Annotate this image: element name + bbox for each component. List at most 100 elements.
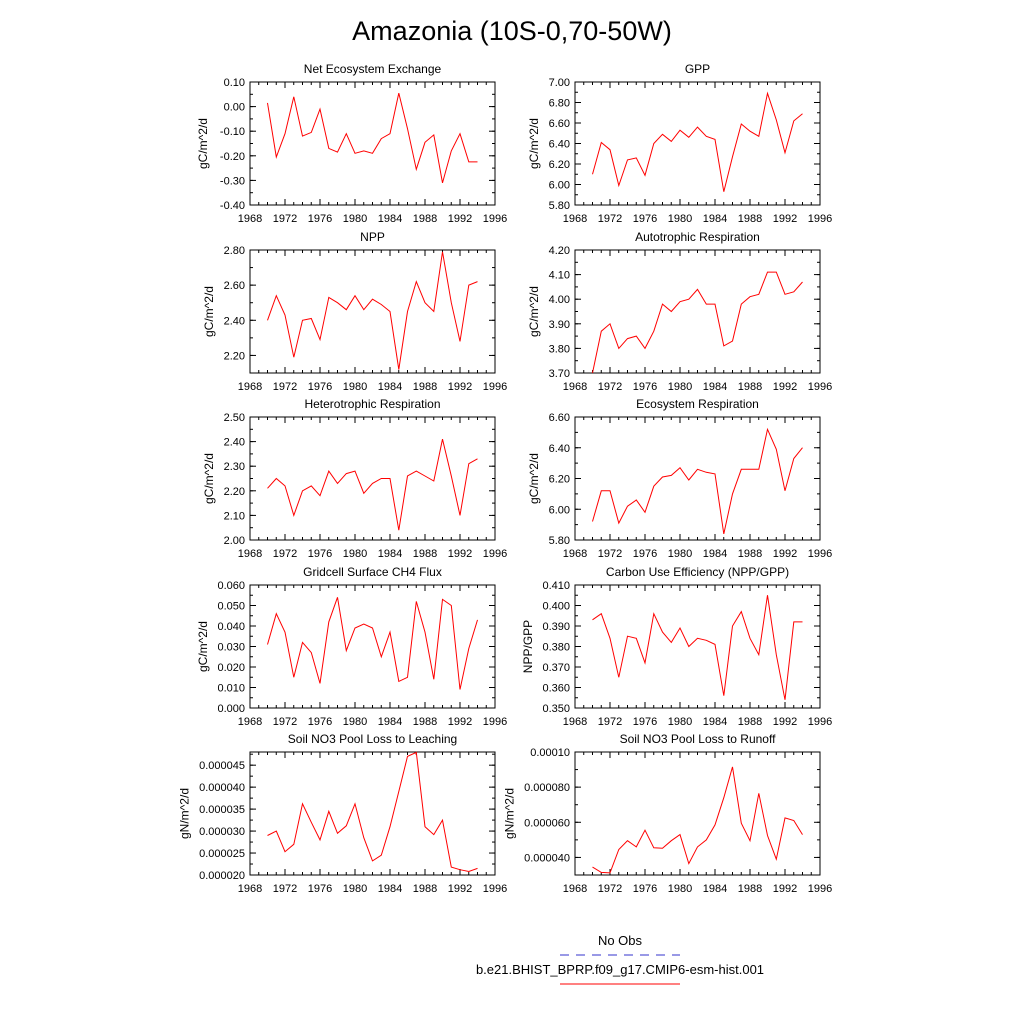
y-tick-label: 2.30 — [224, 461, 245, 473]
y-tick-label: 7.00 — [549, 77, 570, 89]
x-tick-label: 1992 — [448, 213, 472, 225]
y-tick-label: 0.040 — [217, 621, 245, 633]
x-tick-label: 1968 — [563, 213, 587, 225]
y-tick-label: 0.000025 — [199, 848, 245, 860]
y-axis-label: gN/m^2/d — [177, 788, 191, 839]
x-tick-label: 1988 — [413, 548, 437, 560]
y-tick-label: 0.400 — [542, 601, 570, 613]
chart-title: Soil NO3 Pool Loss to Leaching — [288, 732, 457, 746]
x-tick-label: 1980 — [343, 548, 367, 560]
y-axis-label: NPP/GPP — [521, 620, 535, 673]
x-tick-label: 1992 — [773, 213, 797, 225]
x-tick-label: 1988 — [413, 716, 437, 728]
x-tick-label: 1996 — [808, 548, 832, 560]
y-axis-label: gN/m^2/d — [502, 788, 516, 839]
y-tick-label: 2.40 — [224, 315, 245, 327]
y-tick-label: 0.000040 — [524, 852, 570, 864]
figure-title: Amazonia (10S-0,70-50W) — [352, 16, 672, 46]
series-line — [592, 271, 803, 374]
x-tick-label: 1996 — [808, 716, 832, 728]
y-tick-label: 0.020 — [217, 662, 245, 674]
x-tick-label: 1972 — [273, 213, 297, 225]
x-tick-label: 1968 — [563, 381, 587, 393]
x-tick-label: 1996 — [483, 883, 507, 895]
chart-panel-2: GPP 1968 1972 1976 1980 1984 1988 1992 1996 5.80 6… — [527, 62, 832, 225]
y-tick-label: 0.000035 — [199, 804, 245, 816]
y-tick-label: -0.20 — [220, 151, 245, 163]
chart-panel-6: Ecosystem Respiration 1968 1972 1976 1980 198… — [527, 397, 832, 560]
x-tick-label: 1968 — [563, 883, 587, 895]
x-tick-label: 1988 — [738, 381, 762, 393]
x-tick-label: 1972 — [598, 548, 622, 560]
series-line — [267, 438, 478, 531]
plot-frame — [574, 81, 821, 206]
plot-frame — [249, 81, 496, 206]
y-tick-label: 0.00 — [224, 102, 245, 114]
y-tick-label: 4.20 — [549, 245, 570, 257]
x-tick-label: 1976 — [633, 213, 657, 225]
y-tick-label: 6.40 — [549, 443, 570, 455]
y-tick-label: 2.80 — [224, 245, 245, 257]
x-tick-label: 1968 — [238, 213, 262, 225]
x-tick-label: 1976 — [633, 381, 657, 393]
x-tick-label: 1976 — [633, 548, 657, 560]
x-tick-label: 1992 — [773, 883, 797, 895]
chart-panel-10: Soil NO3 Pool Loss to Runoff 1968 1972 1976… — [502, 732, 832, 895]
x-tick-label: 1996 — [808, 213, 832, 225]
legend-label-model-run: b.e21.BHIST_BPRP.f09_g17.CMIP6-esm-hist.… — [475, 962, 765, 977]
y-tick-label: 6.00 — [549, 180, 570, 192]
x-tick-label: 1968 — [563, 716, 587, 728]
x-tick-label: 1968 — [238, 381, 262, 393]
y-axis-label: gC/m^2/d — [527, 453, 541, 504]
y-axis-label: gC/m^2/d — [196, 621, 210, 672]
x-tick-label: 1968 — [238, 883, 262, 895]
x-tick-label: 1980 — [668, 548, 692, 560]
plot-frame — [249, 751, 496, 876]
x-tick-label: 1992 — [448, 883, 472, 895]
x-tick-label: 1972 — [273, 381, 297, 393]
x-tick-label: 1984 — [703, 883, 727, 895]
x-tick-label: 1976 — [633, 883, 657, 895]
chart-panel-5: Heterotrophic Respiration 1968 1972 1976 198… — [202, 397, 507, 560]
y-tick-label: 0.050 — [217, 601, 245, 613]
x-tick-label: 1996 — [483, 213, 507, 225]
x-tick-label: 1968 — [563, 548, 587, 560]
x-tick-label: 1980 — [343, 716, 367, 728]
y-tick-label: 0.000080 — [524, 782, 570, 794]
x-tick-label: 1984 — [703, 548, 727, 560]
y-tick-label: 3.80 — [549, 343, 570, 355]
legend-line-no-obs — [560, 954, 680, 956]
y-tick-label: 0.000 — [217, 703, 245, 715]
x-tick-label: 1968 — [238, 716, 262, 728]
x-tick-label: 1988 — [413, 381, 437, 393]
x-tick-label: 1988 — [738, 548, 762, 560]
x-tick-label: 1980 — [668, 883, 692, 895]
y-tick-label: 5.80 — [549, 200, 570, 212]
x-tick-label: 1972 — [598, 381, 622, 393]
series-line — [592, 91, 803, 192]
y-tick-label: -0.30 — [220, 175, 245, 187]
series-line — [592, 595, 803, 700]
y-tick-label: 6.20 — [549, 159, 570, 171]
y-axis-label: gC/m^2/d — [527, 286, 541, 337]
y-tick-label: 0.360 — [542, 683, 570, 695]
y-tick-label: 2.60 — [224, 280, 245, 292]
chart-title: Ecosystem Respiration — [636, 397, 759, 411]
x-tick-label: 1996 — [483, 716, 507, 728]
x-tick-label: 1988 — [738, 213, 762, 225]
y-axis-label: gC/m^2/d — [527, 118, 541, 169]
y-tick-label: 0.000020 — [199, 870, 245, 882]
x-tick-label: 1972 — [273, 883, 297, 895]
x-tick-label: 1972 — [273, 548, 297, 560]
y-tick-label: 0.410 — [542, 580, 570, 592]
chart-title: NPP — [360, 230, 385, 244]
chart-title: Carbon Use Efficiency (NPP/GPP) — [606, 565, 789, 579]
chart-title: Heterotrophic Respiration — [304, 397, 440, 411]
x-tick-label: 1972 — [598, 883, 622, 895]
plot-frame — [249, 584, 496, 709]
y-tick-label: 4.10 — [549, 270, 570, 282]
x-tick-label: 1984 — [703, 213, 727, 225]
y-tick-label: 0.000040 — [199, 782, 245, 794]
x-tick-label: 1976 — [308, 548, 332, 560]
